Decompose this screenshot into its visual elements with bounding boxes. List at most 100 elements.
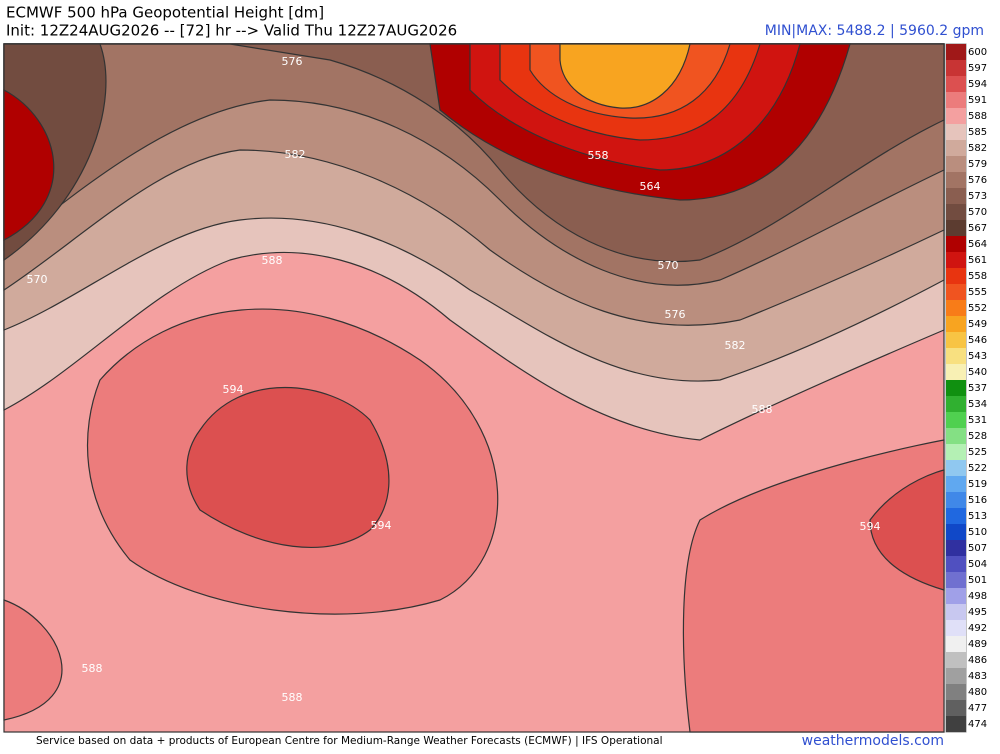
colorbar-cell — [946, 444, 966, 460]
map — [3, 43, 945, 733]
colorbar-cell — [946, 332, 966, 348]
colorbar-label: 498 — [968, 591, 987, 602]
colorbar-cell — [946, 524, 966, 540]
colorbar-label: 600 — [968, 47, 987, 58]
colorbar-label: 564 — [968, 239, 987, 250]
init: Init: 12Z24AUG2026 -- [72] hr --> Valid … — [6, 22, 457, 40]
colorbar-cell — [946, 204, 966, 220]
colorbar-cell — [946, 556, 966, 572]
colorbar-label: 567 — [968, 223, 987, 234]
contour-label: 582 — [725, 339, 746, 352]
colorbar-label: 588 — [968, 111, 987, 122]
colorbar-cell — [946, 188, 966, 204]
colorbar-cell — [946, 460, 966, 476]
colorbar-cell — [946, 364, 966, 380]
colorbar-label: 510 — [968, 527, 987, 538]
contour-label: 588 — [752, 403, 773, 416]
colorbar-cell — [946, 60, 966, 76]
colorbar-label: 483 — [968, 671, 987, 682]
colorbar-label: 489 — [968, 639, 987, 650]
colorbar-label: 543 — [968, 351, 987, 362]
colorbar-label: 573 — [968, 191, 987, 202]
colorbar-label: 477 — [968, 703, 987, 714]
colorbar-cell — [946, 300, 966, 316]
contour-label: 576 — [665, 308, 686, 321]
contour-labels: 576 582 588 594 570 558 564 570 576 582 588 594 588 5… — [27, 55, 881, 704]
colorbar-cell — [946, 348, 966, 364]
colorbar-label: 576 — [968, 175, 987, 186]
colorbar-cell — [946, 492, 966, 508]
colorbar-cell — [946, 236, 966, 252]
colorbar-cell — [946, 588, 966, 604]
colorbar-label: 546 — [968, 335, 987, 346]
contour-label: 588 — [282, 691, 303, 704]
colorbar-label: 492 — [968, 623, 987, 634]
colorbar-label: 579 — [968, 159, 987, 170]
colorbar-cell — [946, 476, 966, 492]
colorbar-label: 582 — [968, 143, 987, 154]
colorbar-label: 570 — [968, 207, 987, 218]
credit: Service based on data + products of Euro… — [36, 735, 663, 747]
colorbar-cell — [946, 124, 966, 140]
site-link[interactable]: weathermodels.com — [802, 733, 944, 749]
colorbar-cell — [946, 380, 966, 396]
colorbar-cell — [946, 716, 966, 732]
colorbar-cell — [946, 540, 966, 556]
colorbar-label: 486 — [968, 655, 987, 666]
colorbar-label: 519 — [968, 479, 987, 490]
colorbar-cell — [946, 284, 966, 300]
contour-label: 588 — [262, 254, 283, 267]
colorbar-label: 597 — [968, 63, 987, 74]
colorbar-label: 480 — [968, 687, 987, 698]
colorbar-label: 522 — [968, 463, 987, 474]
colorbar-cell — [946, 700, 966, 716]
colorbar-cell — [946, 44, 966, 60]
colorbar-cell — [946, 92, 966, 108]
colorbar-cell — [946, 76, 966, 92]
colorbar-label: 495 — [968, 607, 987, 618]
colorbar-cell — [946, 604, 966, 620]
contour-label: 564 — [640, 180, 661, 193]
colorbar-label: 585 — [968, 127, 987, 138]
colorbar-label: 594 — [968, 79, 987, 90]
colorbar-label: 549 — [968, 319, 987, 330]
colorbar-cell — [946, 652, 966, 668]
colorbar-cell — [946, 172, 966, 188]
colorbar-label: 513 — [968, 511, 987, 522]
colorbar-cell — [946, 316, 966, 332]
colorbar-label: 561 — [968, 255, 987, 266]
colorbar-label: 558 — [968, 271, 987, 282]
contour-label: 582 — [285, 148, 306, 161]
colorbar-label: 537 — [968, 383, 987, 394]
colorbar-label: 555 — [968, 287, 987, 298]
colorbar-label: 540 — [968, 367, 987, 378]
colorbar-cell — [946, 220, 966, 236]
colorbar-cell — [946, 140, 966, 156]
colorbar-label: 534 — [968, 399, 987, 410]
contour-label: 558 — [588, 149, 609, 162]
colorbar-cell — [946, 108, 966, 124]
colorbar-label: 525 — [968, 447, 987, 458]
colorbar-cell — [946, 428, 966, 444]
contour-label: 588 — [82, 662, 103, 675]
colorbar-label: 531 — [968, 415, 987, 426]
colorbar-label: 516 — [968, 495, 987, 506]
colorbar-label: 591 — [968, 95, 987, 106]
colorbar-cell — [946, 396, 966, 412]
contour-label: 570 — [27, 273, 48, 286]
contour-label: 570 — [658, 259, 679, 272]
contour-label: 576 — [282, 55, 303, 68]
colorbar-label: 474 — [968, 719, 987, 730]
contour-label: 594 — [371, 519, 392, 532]
colorbar-label: 501 — [968, 575, 987, 586]
colorbar-cell — [946, 684, 966, 700]
colorbar-cell — [946, 412, 966, 428]
colorbar-label: 552 — [968, 303, 987, 314]
title: ECMWF 500 hPa Geopotential Height [dm] — [6, 4, 324, 22]
colorbar-cell — [946, 668, 966, 684]
colorbar-cell — [946, 636, 966, 652]
contour-label: 594 — [860, 520, 881, 533]
colorbar-cell — [946, 252, 966, 268]
colorbar-label: 504 — [968, 559, 987, 570]
